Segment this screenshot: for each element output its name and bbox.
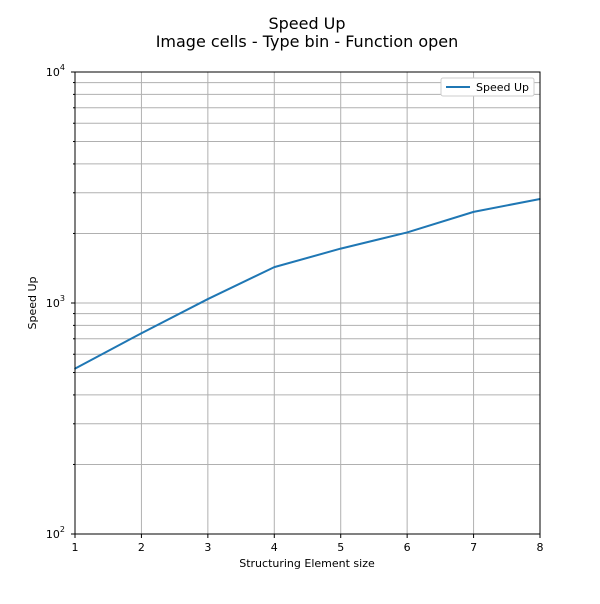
series-line (74, 198, 541, 370)
y-tick-base: 10 (46, 66, 60, 79)
y-tick-exponent: 3 (60, 294, 65, 303)
x-tick-label: 3 (204, 541, 211, 554)
data-point (207, 298, 209, 300)
x-tick-label: 5 (337, 541, 344, 554)
x-tick-label: 4 (271, 541, 278, 554)
y-tick-exponent: 4 (60, 63, 65, 72)
legend: Speed Up (440, 77, 535, 97)
x-axis-label: Structuring Element size (239, 557, 375, 570)
legend-label: Speed Up (476, 81, 529, 94)
legend-box (440, 77, 535, 97)
x-tick-label: 6 (404, 541, 411, 554)
x-tick-label: 8 (537, 541, 544, 554)
chart-title: Speed Up (268, 14, 345, 33)
grid-lines (74, 72, 541, 535)
data-point (472, 211, 475, 213)
x-tick-label: 2 (138, 541, 145, 554)
y-tick-label: 102 (46, 525, 65, 541)
x-tick-label: 1 (72, 541, 79, 554)
chart-subtitle: Image cells - Type bin - Function open (156, 32, 459, 51)
y-tick-base: 10 (46, 297, 60, 310)
y-tick-label: 104 (46, 63, 65, 79)
y-tick-base: 10 (46, 528, 60, 541)
y-tick-label: 103 (46, 294, 65, 310)
data-point (406, 231, 408, 234)
y-tick-exponent: 2 (60, 525, 65, 534)
series-layer (74, 198, 541, 370)
data-point (140, 332, 143, 335)
data-point (339, 247, 342, 250)
y-axis-label: Speed Up (26, 276, 39, 329)
x-tick-label: 7 (470, 541, 477, 554)
data-point (273, 266, 276, 268)
